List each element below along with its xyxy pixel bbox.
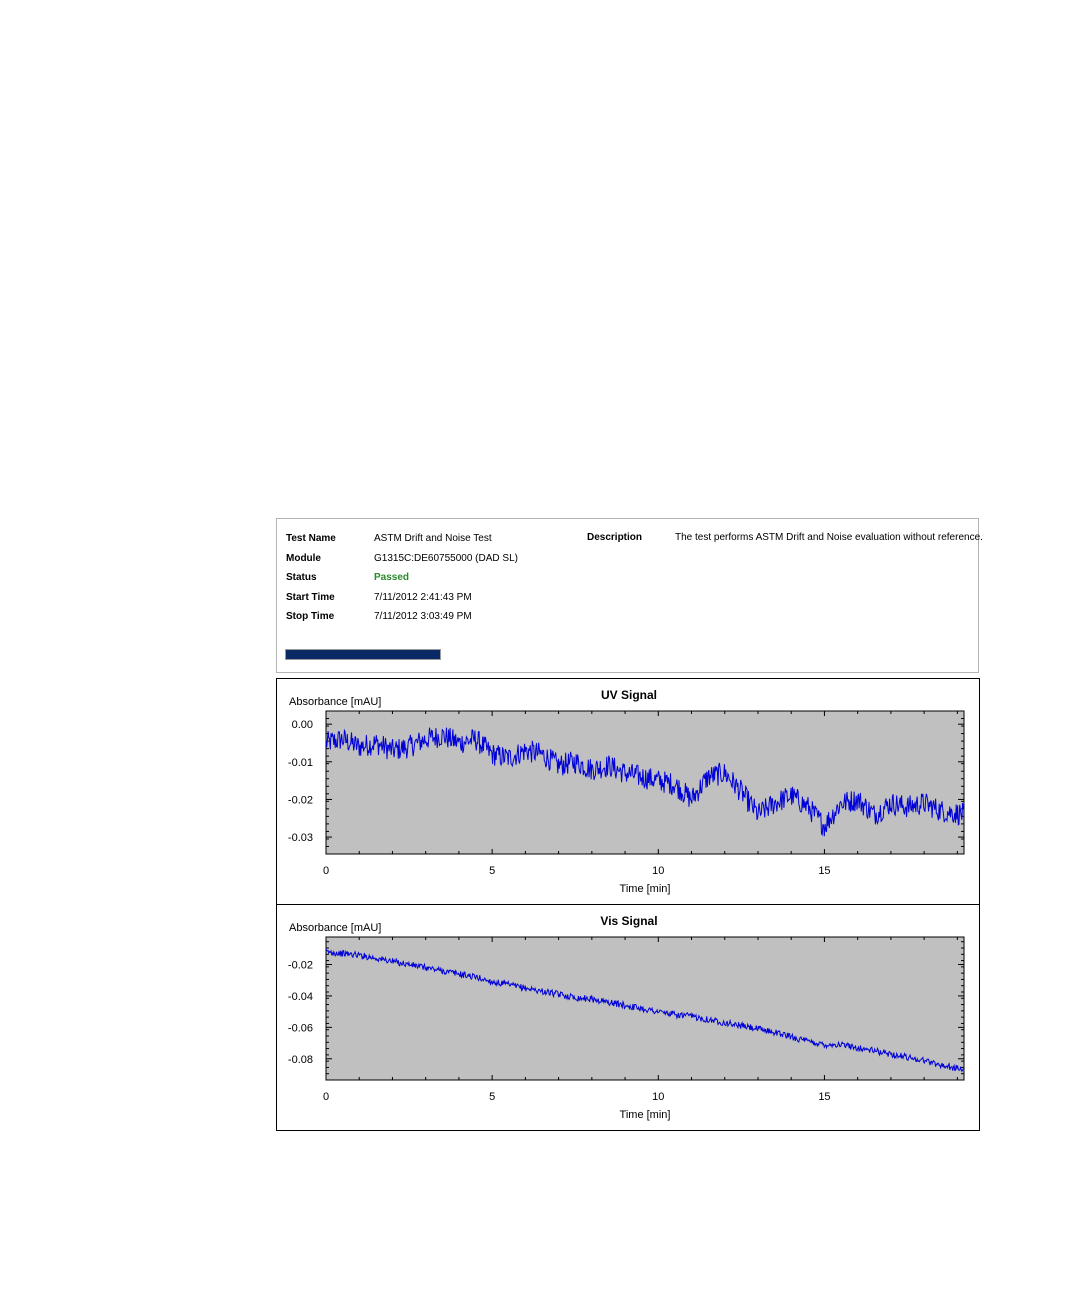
progress-bar: [285, 649, 441, 660]
uv-signal-chart: UV Signal Absorbance [mAU] Time [min] 0 5 10 1…: [276, 678, 980, 905]
y-tick-label: 0.00: [292, 719, 313, 731]
stop-time-label: Stop Time: [286, 611, 335, 622]
status-value: Passed: [374, 572, 410, 583]
start-time-value: 7/11/2012 2:41:43 PM: [374, 592, 472, 603]
x-axis-label: Time [min]: [620, 1109, 671, 1121]
test-name-label: Test Name: [286, 533, 336, 544]
x-tick-label: 0: [323, 1091, 329, 1103]
progress-bar-fill: [286, 650, 440, 659]
y-tick-label: -0.02: [288, 960, 313, 972]
signal-series-line: [325, 948, 965, 1073]
x-tick-label: 5: [489, 1091, 495, 1103]
x-tick-label: 5: [489, 865, 495, 877]
x-tick-label: 0: [323, 865, 329, 877]
uv-signal-chart-svg: UV Signal Absorbance [mAU] Time [min] 0 5 10 1…: [288, 688, 965, 895]
y-tick-label: -0.06: [288, 1022, 313, 1034]
module-label: Module: [286, 553, 321, 564]
y-tick-label: -0.02: [288, 794, 313, 806]
x-axis-label: Time [min]: [620, 883, 671, 895]
stop-time-value: 7/11/2012 3:03:49 PM: [374, 611, 472, 622]
status-label: Status: [286, 572, 317, 583]
y-tick-label: -0.04: [288, 991, 313, 1003]
start-time-label: Start Time: [286, 592, 335, 603]
test-name-value: ASTM Drift and Noise Test: [374, 533, 492, 544]
y-axis-label: Absorbance [mAU]: [289, 696, 381, 708]
y-tick-label: -0.08: [288, 1054, 313, 1066]
y-tick-label: -0.01: [288, 757, 313, 769]
signal-series-line: [325, 727, 965, 837]
vis-signal-chart-svg: Vis Signal Absorbance [mAU] Time [min] 0 5 10…: [288, 914, 965, 1121]
vis-signal-chart: Vis Signal Absorbance [mAU] Time [min] 0 5 10…: [276, 904, 980, 1131]
description-label: Description: [587, 532, 643, 543]
x-tick-label: 15: [818, 1091, 830, 1103]
x-tick-label: 15: [818, 865, 830, 877]
x-tick-label: 10: [652, 865, 664, 877]
y-tick-label: -0.03: [288, 832, 313, 844]
chart-title: Vis Signal: [600, 914, 657, 928]
test-info-panel: Test Name ASTM Drift and Noise Test Modu…: [276, 518, 983, 673]
y-axis-label: Absorbance [mAU]: [289, 922, 381, 934]
x-tick-label: 10: [652, 1091, 664, 1103]
chart-title: UV Signal: [601, 688, 657, 702]
description-value: The test performs ASTM Drift and Noise e…: [675, 532, 983, 543]
module-value: G1315C:DE60755000 (DAD SL): [374, 553, 518, 564]
